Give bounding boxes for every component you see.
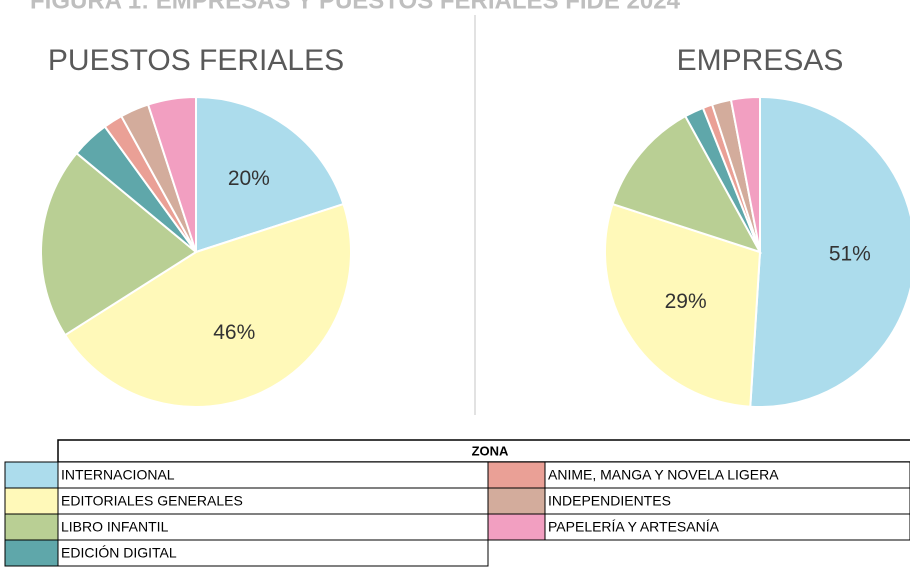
legend-cell — [57, 539, 489, 567]
pie-slice — [604, 202, 762, 408]
legend-swatch — [4, 487, 59, 515]
pie-slice — [729, 95, 761, 253]
legend-cell — [57, 487, 489, 515]
pie-slice — [195, 95, 345, 254]
legend-title: ZONA — [472, 443, 509, 458]
figure-title: FIGURA 1: EMPRESAS Y PUESTOS FERIALES FI… — [30, 0, 681, 14]
pie-slice — [146, 95, 197, 253]
legend-label: INTERNACIONAL — [61, 467, 175, 483]
legend-swatch — [4, 539, 59, 567]
pie-slice — [749, 95, 910, 408]
legend-swatch — [487, 487, 546, 515]
data-label: 29% — [665, 290, 707, 313]
legend-cell — [544, 461, 910, 489]
legend-swatch — [4, 513, 59, 541]
legend-label: EDITORIALES GENERALES — [61, 493, 243, 509]
data-label: 20% — [228, 167, 270, 190]
legend-swatch — [487, 513, 546, 541]
legend-swatch — [4, 461, 59, 489]
legend-label: INDEPENDIENTES — [548, 493, 671, 509]
pie-slice — [40, 151, 198, 337]
legend-cell — [544, 487, 910, 515]
legend-label: EDICIÓN DIGITAL — [61, 545, 177, 561]
legend-label: LIBRO INFANTIL — [61, 519, 169, 535]
legend-swatch — [487, 461, 546, 489]
data-label: 46% — [213, 321, 255, 344]
legend-label: PAPELERÍA Y ARTESANÍA — [548, 519, 720, 535]
pie-title: PUESTOS FERIALES — [48, 44, 344, 77]
legend-cell — [544, 513, 910, 541]
pie-slice — [611, 114, 763, 254]
data-label: 51% — [829, 242, 871, 265]
pie-slice — [63, 202, 352, 408]
legend-label: ANIME, MANGA Y NOVELA LIGERA — [548, 467, 779, 483]
pie-title: EMPRESAS — [677, 44, 844, 77]
